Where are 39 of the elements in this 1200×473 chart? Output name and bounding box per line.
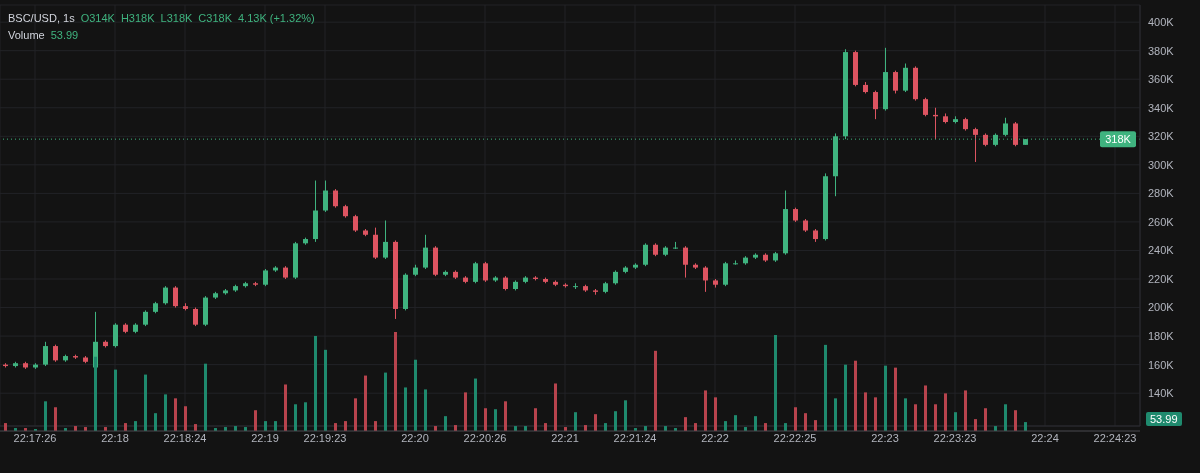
ref-line-label: 318K xyxy=(1105,133,1132,146)
text: 53.99 xyxy=(1146,412,1182,426)
x-tick-label: 22:24 xyxy=(1031,431,1059,444)
y-tick-label: 140K xyxy=(1148,387,1175,400)
x-tick-label: 22:18:24 xyxy=(163,431,207,444)
y-tick-label: 360K xyxy=(1148,73,1175,86)
annotation: 53.99 xyxy=(50,29,79,41)
y-tick-label: 220K xyxy=(1148,272,1175,285)
y-tick-label: 260K xyxy=(1148,215,1175,228)
annotation: C318K xyxy=(198,12,232,24)
x-tick-label: 22:23 xyxy=(871,431,899,444)
y-tick-label: 400K xyxy=(1148,16,1175,29)
x-tick-label: 22:23:23 xyxy=(933,431,977,444)
x-tick-label: 22:21 xyxy=(551,431,579,444)
y-tick-label: 320K xyxy=(1148,130,1175,143)
x-tick-label: 22:20 xyxy=(401,431,429,444)
y-tick-label: 160K xyxy=(1148,358,1175,371)
x-tick-label: 22:18 xyxy=(101,431,129,444)
annotation: 4.13K (+1.32%) xyxy=(237,12,315,24)
y-tick-label: 200K xyxy=(1148,301,1175,314)
x-tick-label: 22:24:23 xyxy=(1093,431,1137,444)
annotation: L318K xyxy=(160,12,193,24)
x-tick-label: 22:21:24 xyxy=(613,431,657,444)
x-tick-label: 22:20:26 xyxy=(463,431,507,444)
y-tick-label: 280K xyxy=(1148,187,1175,200)
annotation: O314K xyxy=(80,12,115,24)
x-tick-label: 22:22 xyxy=(701,431,729,444)
x-tick-label: 22:17:26 xyxy=(13,431,57,444)
annotation: H318K xyxy=(120,12,155,24)
y-tick-label: 180K xyxy=(1148,330,1175,342)
y-tick-label: 300K xyxy=(1148,158,1175,171)
x-tick-label: 22:22:25 xyxy=(773,431,817,444)
text: BSC/USD, 1s xyxy=(8,12,75,24)
y-tick-label: 380K xyxy=(1148,44,1175,57)
y-tick-label: 240K xyxy=(1148,244,1175,257)
x-tick-label: 22:19 xyxy=(251,431,279,444)
x-tick-label: 22:19:23 xyxy=(303,431,347,444)
chart-title: Volume xyxy=(8,29,45,41)
y-tick-label: 340K xyxy=(1148,101,1175,114)
